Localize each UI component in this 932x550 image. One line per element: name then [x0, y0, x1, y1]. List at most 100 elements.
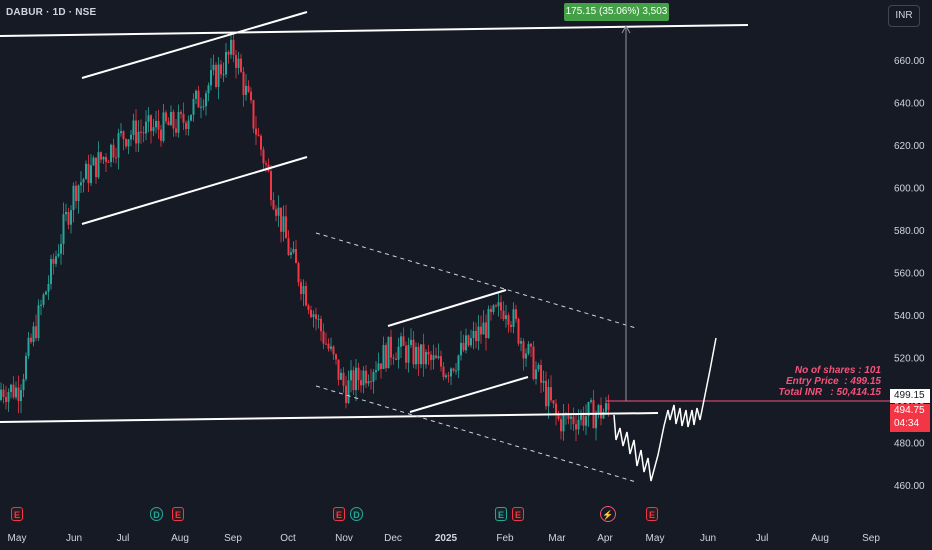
price-axis[interactable]: 660.00 640.00 620.00 600.00 580.00 560.00 540.…: [894, 56, 925, 492]
candle-body: [442, 366, 445, 378]
event-earnings-may[interactable]: E: [11, 507, 23, 521]
candle-body: [170, 111, 172, 126]
candle-body: [235, 54, 237, 68]
candle-body: [350, 370, 352, 381]
candle-body: [65, 212, 67, 215]
candle-body: [342, 372, 345, 386]
candle-body: [547, 387, 550, 407]
candle-body: [522, 341, 525, 359]
candle-body: [395, 358, 397, 360]
flag-top-line: [387, 289, 507, 327]
event-earnings-nov[interactable]: E: [333, 507, 345, 521]
candle-body: [285, 216, 287, 239]
candle-body: [527, 343, 530, 354]
candle-body: [2, 389, 5, 397]
candle-body: [302, 286, 305, 295]
candle-body: [20, 390, 22, 401]
event-dividend-nov[interactable]: D: [350, 507, 363, 521]
candle-body: [132, 120, 135, 135]
candle-body: [420, 344, 422, 365]
candle-body: [575, 424, 577, 430]
candle-body: [525, 353, 527, 359]
candle-body: [595, 414, 597, 429]
y-tick-label: 660.00: [894, 56, 925, 67]
time-axis[interactable]: May Jun Jul Aug Sep Oct Nov Dec 2025 Feb Mar Apr May…: [8, 533, 881, 544]
candle-body: [147, 115, 150, 122]
candle-body: [572, 416, 575, 425]
candle-body: [87, 163, 90, 184]
candle-body: [310, 309, 312, 318]
event-dividend-aug[interactable]: D: [150, 507, 163, 521]
candle-body: [390, 336, 392, 358]
x-tick-label: 2025: [435, 533, 458, 544]
x-tick-label: Jun: [66, 533, 82, 544]
candle-body: [240, 58, 242, 72]
candle-body: [80, 182, 82, 186]
candle-body: [295, 248, 297, 264]
candle-body: [45, 291, 47, 295]
candle-body: [150, 115, 152, 132]
currency-button[interactable]: INR: [888, 5, 920, 27]
candle-body: [475, 330, 477, 342]
upper-resistance-line: [0, 24, 749, 37]
flag-bottom-line: [409, 376, 529, 413]
event-earnings-feb-green[interactable]: E: [495, 507, 507, 521]
candle-body: [200, 106, 202, 108]
y-tick-label: 600.00: [894, 184, 925, 195]
candle-body: [160, 129, 162, 141]
candle-body: [107, 161, 110, 163]
candle-body: [287, 238, 290, 256]
candle-body: [332, 346, 335, 355]
lower-support-line: [0, 412, 659, 423]
candle-body: [85, 163, 87, 180]
candle-body: [587, 401, 590, 417]
candle-body: [607, 403, 610, 410]
event-earnings-aug[interactable]: E: [172, 507, 184, 521]
candle-body: [337, 359, 340, 380]
candle-body: [387, 336, 390, 369]
candle-body: [245, 85, 247, 95]
candle-body: [292, 248, 295, 253]
event-earnings-feb[interactable]: E: [512, 507, 524, 521]
candle-body: [562, 413, 565, 432]
candle-body: [195, 90, 197, 100]
entry-price-note: Entry Price : 499.15: [785, 376, 881, 387]
candle-body: [602, 412, 605, 419]
candle-body: [412, 339, 415, 365]
candle-body: [305, 286, 307, 306]
y-tick-label: 460.00: [894, 481, 925, 492]
candle-body: [205, 93, 207, 107]
candle-body: [152, 127, 155, 132]
candle-body: [465, 335, 467, 351]
candle-body: [537, 364, 540, 370]
candle-body: [330, 346, 332, 349]
candle-body: [517, 319, 520, 344]
candle-body: [82, 179, 85, 183]
y-tick-label: 620.00: [894, 141, 925, 152]
event-split-icon[interactable]: ⚡: [600, 506, 616, 522]
candle-body: [397, 346, 400, 360]
event-earnings-may-2025[interactable]: E: [646, 507, 658, 521]
x-tick-label: Nov: [335, 533, 353, 544]
candle-body: [355, 367, 357, 391]
y-tick-label: 580.00: [894, 226, 925, 237]
candle-body: [415, 346, 417, 365]
candle-body: [402, 336, 405, 346]
candle-body: [510, 324, 512, 327]
candle-body: [577, 419, 580, 430]
candle-body: [375, 370, 377, 373]
bar-countdown: 04:34: [894, 418, 920, 429]
candle-body: [440, 356, 442, 367]
candle-body: [225, 51, 227, 75]
candle-body: [585, 416, 587, 426]
candle-body: [270, 171, 272, 201]
candle-body: [237, 58, 240, 68]
candle-body: [335, 354, 337, 360]
candle-body: [530, 343, 532, 347]
candle-body: [605, 403, 607, 413]
x-tick-label: Oct: [280, 533, 296, 544]
candle-body: [477, 326, 480, 342]
candle-body: [570, 416, 572, 419]
candle-body: [427, 351, 430, 355]
